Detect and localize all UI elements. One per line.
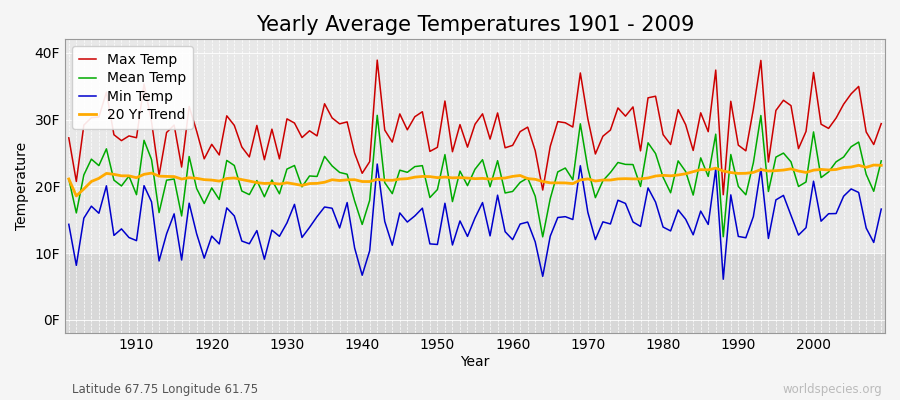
Max Temp (289, 121, 300, 126)
20 Yr Trend (297, 183, 308, 188)
Max Temp (334, 122, 345, 126)
Max Temp (63, 136, 74, 140)
Max Temp (515, 129, 526, 134)
Mean Temp (63, 176, 74, 181)
Min Temp (508, 237, 518, 242)
20 Yr Trend (508, 174, 518, 179)
Mean Temp (515, 180, 526, 185)
Bar (65, 253, 885, 333)
Min Temp (123, 235, 134, 240)
Max Temp (123, 134, 134, 138)
Mean Temp (876, 158, 886, 163)
Line: Min Temp: Min Temp (68, 164, 881, 279)
Min Temp (334, 226, 345, 230)
Line: Mean Temp: Mean Temp (68, 115, 881, 237)
Min Temp (372, 162, 382, 166)
20 Yr Trend (71, 194, 82, 198)
Legend: Max Temp, Mean Temp, Min Temp, 20 Yr Trend: Max Temp, Mean Temp, Min Temp, 20 Yr Tre… (72, 46, 193, 129)
X-axis label: Year: Year (460, 355, 490, 369)
Line: Max Temp: Max Temp (68, 60, 881, 195)
Y-axis label: Temperature: Temperature (15, 142, 29, 230)
20 Yr Trend (63, 176, 74, 181)
Max Temp (718, 192, 729, 197)
20 Yr Trend (876, 163, 886, 168)
Mean Temp (289, 163, 300, 168)
Min Temp (63, 222, 74, 227)
20 Yr Trend (131, 175, 142, 180)
Min Temp (718, 277, 729, 282)
Text: worldspecies.org: worldspecies.org (782, 383, 882, 396)
Mean Temp (537, 234, 548, 239)
Mean Temp (372, 113, 382, 118)
20 Yr Trend (868, 163, 879, 168)
Min Temp (289, 202, 300, 207)
Min Temp (605, 222, 616, 226)
20 Yr Trend (605, 178, 616, 182)
Max Temp (372, 58, 382, 62)
Max Temp (508, 143, 518, 148)
Line: 20 Yr Trend: 20 Yr Trend (68, 165, 881, 196)
20 Yr Trend (515, 173, 526, 178)
Mean Temp (123, 174, 134, 178)
Max Temp (876, 121, 886, 126)
Mean Temp (613, 160, 624, 165)
Title: Yearly Average Temperatures 1901 - 2009: Yearly Average Temperatures 1901 - 2009 (256, 15, 694, 35)
Mean Temp (334, 170, 345, 175)
Min Temp (876, 207, 886, 212)
Mean Temp (508, 189, 518, 194)
20 Yr Trend (342, 178, 353, 182)
Text: Latitude 67.75 Longitude 61.75: Latitude 67.75 Longitude 61.75 (72, 383, 258, 396)
Min Temp (515, 222, 526, 226)
Max Temp (605, 128, 616, 132)
